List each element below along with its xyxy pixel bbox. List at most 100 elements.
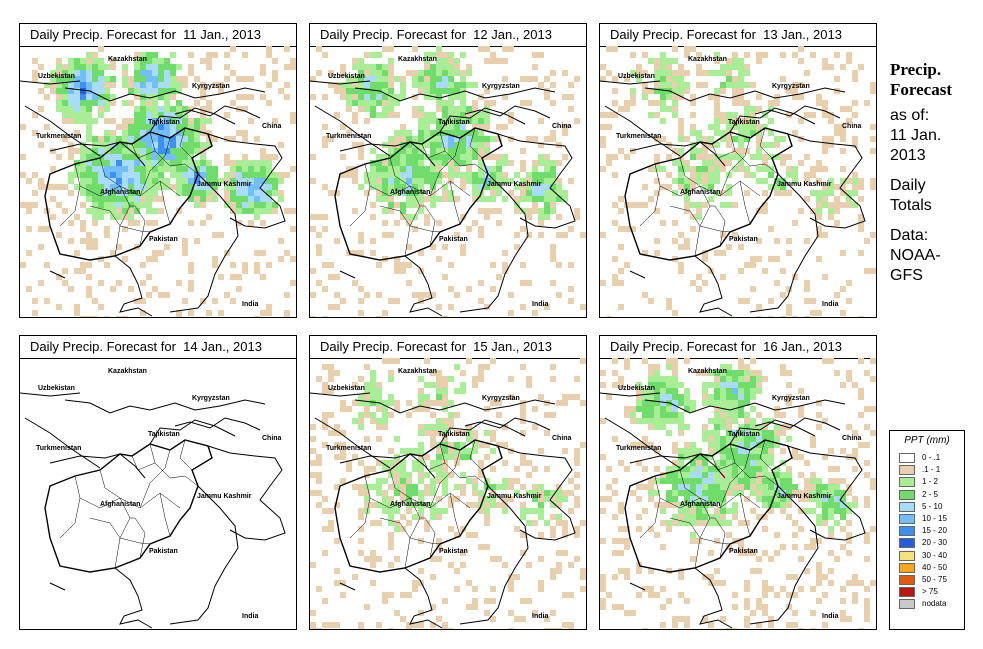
precip-cell — [816, 208, 822, 214]
precip-cell — [406, 496, 412, 502]
precip-cell — [388, 472, 394, 478]
precip-cell — [436, 124, 442, 130]
precip-cell — [44, 226, 50, 232]
precip-cell — [618, 226, 624, 232]
precip-cell — [32, 130, 38, 136]
precip-cell — [334, 568, 340, 574]
precip-cell — [316, 460, 322, 466]
precip-cell — [568, 94, 574, 100]
precip-cell — [358, 412, 364, 418]
precip-cell — [412, 160, 418, 166]
precip-cell — [810, 436, 816, 442]
precip-cell — [424, 112, 430, 118]
precip-cell — [278, 88, 284, 94]
precip-cell — [840, 106, 846, 112]
precip-cell — [316, 478, 322, 484]
precip-cell — [840, 190, 846, 196]
precip-cell — [666, 430, 672, 436]
precip-cell — [798, 118, 804, 124]
precip-cell — [230, 70, 236, 76]
precip-cell — [406, 478, 412, 484]
precip-cell — [702, 172, 708, 178]
precip-cell — [140, 136, 146, 142]
precip-cell — [460, 490, 466, 496]
precip-cell — [666, 388, 672, 394]
precip-cell — [750, 550, 756, 556]
precip-cell — [726, 388, 732, 394]
precip-cell — [768, 442, 774, 448]
precip-cell — [768, 130, 774, 136]
precip-cell — [128, 142, 134, 148]
precip-cell — [678, 616, 684, 622]
precip-cell — [496, 220, 502, 226]
precip-cell — [714, 190, 720, 196]
precip-cell — [116, 190, 122, 196]
precip-cell — [358, 82, 364, 88]
country-border — [729, 419, 816, 445]
precip-cell — [744, 124, 750, 130]
precip-cell — [412, 466, 418, 472]
precip-cell — [696, 454, 702, 460]
precip-cell — [792, 172, 798, 178]
precip-cell — [128, 196, 134, 202]
precip-cell — [484, 430, 490, 436]
precip-cell — [406, 136, 412, 142]
precip-cell — [720, 514, 726, 520]
country-border — [497, 133, 576, 229]
precip-cell — [400, 160, 406, 166]
precip-cell — [134, 202, 140, 208]
precip-cell — [756, 256, 762, 262]
precip-cell — [858, 250, 864, 256]
precip-cell — [678, 136, 684, 142]
precip-cell — [110, 166, 116, 172]
precip-cell — [140, 148, 146, 154]
precip-cell — [606, 124, 612, 130]
precip-cell — [696, 136, 702, 142]
precip-cell — [206, 166, 212, 172]
precip-cell — [352, 418, 358, 424]
precip-cell — [478, 226, 484, 232]
precip-cell — [266, 100, 272, 106]
precip-cell — [708, 166, 714, 172]
precip-cell — [140, 100, 146, 106]
precip-cell — [334, 88, 340, 94]
precip-cell — [714, 388, 720, 394]
precip-cell — [672, 178, 678, 184]
precip-cell — [714, 442, 720, 448]
precip-cell — [618, 148, 624, 154]
map-label-tajikistan: Tajikistan — [148, 119, 180, 126]
precip-cell — [382, 160, 388, 166]
country-border — [149, 107, 236, 133]
precip-cell — [478, 184, 484, 190]
precip-cell — [290, 208, 296, 214]
precip-cell — [194, 202, 200, 208]
precip-cell — [852, 580, 858, 586]
precip-cell — [606, 484, 612, 490]
precip-cell — [50, 166, 56, 172]
precip-cell — [798, 58, 804, 64]
precip-cell — [388, 400, 394, 406]
precip-cell — [544, 172, 550, 178]
precip-cell — [272, 178, 278, 184]
precip-cell — [62, 64, 68, 70]
precip-cell — [714, 400, 720, 406]
precip-cell — [714, 160, 720, 166]
precip-cell — [352, 484, 358, 490]
precip-cell — [714, 178, 720, 184]
precip-cell — [242, 136, 248, 142]
precip-cell — [726, 454, 732, 460]
precip-cell — [310, 292, 316, 298]
precip-cell — [714, 172, 720, 178]
precip-cell — [858, 214, 864, 220]
precip-cell — [864, 538, 870, 544]
precip-cell — [104, 88, 110, 94]
precip-field — [600, 358, 876, 629]
precip-cell — [690, 442, 696, 448]
precip-cell — [852, 598, 858, 604]
precip-cell — [376, 394, 382, 400]
precip-cell — [134, 70, 140, 76]
precip-cell — [454, 532, 460, 538]
precip-cell — [146, 190, 152, 196]
precip-cell — [624, 154, 630, 160]
precip-cell — [502, 460, 508, 466]
